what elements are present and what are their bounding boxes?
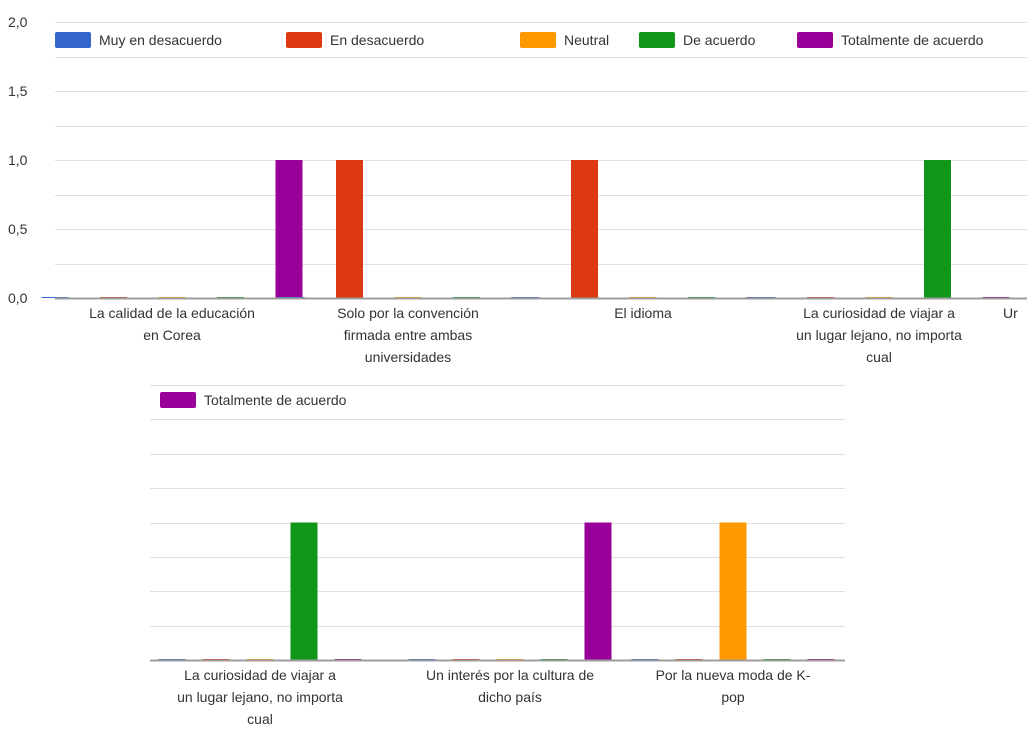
legend-swatch	[639, 32, 675, 48]
chart-1: 0,0 0,5 1,0 1,5 2,0 La calidad de la educació…	[8, 14, 1027, 365]
x-tick-label: Solo por la convención	[337, 305, 479, 321]
legend-swatch	[520, 32, 556, 48]
legend-label: Totalmente de acuerdo	[204, 392, 347, 408]
x-tick-label: un lugar lejano, no importa	[796, 327, 962, 343]
y-tick-label: 0,5	[8, 221, 28, 237]
x-tick-label: La curiosidad de viajar a	[803, 305, 955, 321]
bar	[336, 160, 363, 298]
legend-label: En desacuerdo	[330, 32, 424, 48]
bar	[290, 522, 318, 660]
chart-2: La curiosidad de viajar a un lugar lejano…	[150, 385, 845, 727]
legend-label: Totalmente de acuerdo	[841, 32, 984, 48]
legend-label: Neutral	[564, 32, 609, 48]
x-tick-label: firmada entre ambas	[344, 327, 472, 343]
x-tick-label: pop	[721, 689, 745, 705]
bar	[275, 160, 303, 298]
y-tick-label: 2,0	[8, 14, 28, 30]
x-tick-label: La calidad de la educación	[89, 305, 255, 321]
bar	[719, 522, 747, 660]
bar	[924, 160, 951, 298]
x-tick-label: un lugar lejano, no importa	[177, 689, 343, 705]
legend-label: De acuerdo	[683, 32, 756, 48]
x-tick-label: La curiosidad de viajar a	[184, 667, 336, 683]
x-tick-label: dicho país	[478, 689, 542, 705]
legend-swatch	[160, 392, 196, 408]
x-tick-label: cual	[247, 711, 273, 727]
x-tick-label: cual	[866, 349, 892, 365]
bar	[571, 160, 598, 298]
x-tick-label: Ur	[1003, 305, 1018, 321]
x-tick-label: Un interés por la cultura de	[426, 667, 594, 683]
legend-label: Muy en desacuerdo	[99, 32, 222, 48]
bar	[584, 522, 612, 660]
x-tick-label: universidades	[365, 349, 451, 365]
legend-swatch	[286, 32, 322, 48]
x-tick-label: El idioma	[614, 305, 672, 321]
y-tick-label: 0,0	[8, 290, 28, 306]
x-tick-label: en Corea	[143, 327, 201, 343]
legend-swatch	[797, 32, 833, 48]
legend-swatch	[55, 32, 91, 48]
y-tick-label: 1,5	[8, 83, 28, 99]
x-tick-label: Por la nueva moda de K-	[656, 667, 811, 683]
y-tick-label: 1,0	[8, 152, 28, 168]
